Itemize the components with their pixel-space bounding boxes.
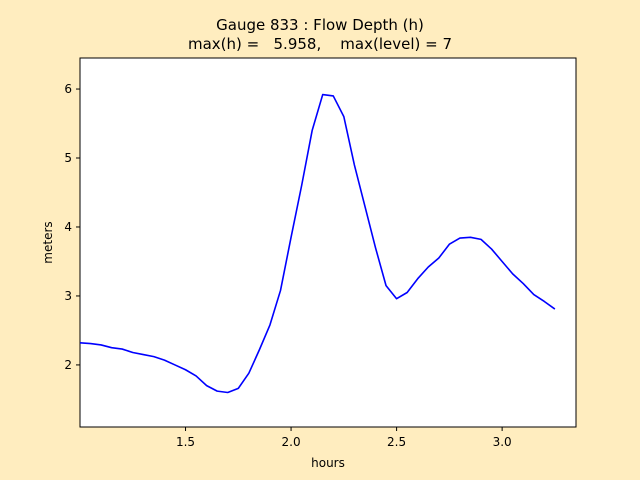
y-axis-ticks: 2 3 4 5 6: [64, 82, 80, 372]
x-tick-label: 2.5: [387, 435, 406, 449]
x-axis-label: hours: [311, 456, 345, 470]
x-tick-label: 1.5: [176, 435, 195, 449]
series-line: [79, 93, 556, 394]
x-axis-ticks: 1.5 2.0 2.5 3.0: [176, 427, 512, 449]
y-tick-label: 4: [64, 220, 72, 234]
y-tick-label: 5: [64, 151, 72, 165]
x-tick-label: 3.0: [493, 435, 512, 449]
chart-subtitle: max(h) = 5.958, max(level) = 7: [187, 35, 453, 53]
plot-area: [79, 57, 577, 428]
y-tick-label: 2: [64, 358, 72, 372]
chart-title: Gauge 833 : Flow Depth (h): [216, 16, 424, 34]
y-tick-label: 3: [64, 289, 72, 303]
y-tick-label: 6: [64, 82, 72, 96]
y-axis-label: meters: [41, 221, 55, 263]
x-tick-label: 2.0: [282, 435, 301, 449]
